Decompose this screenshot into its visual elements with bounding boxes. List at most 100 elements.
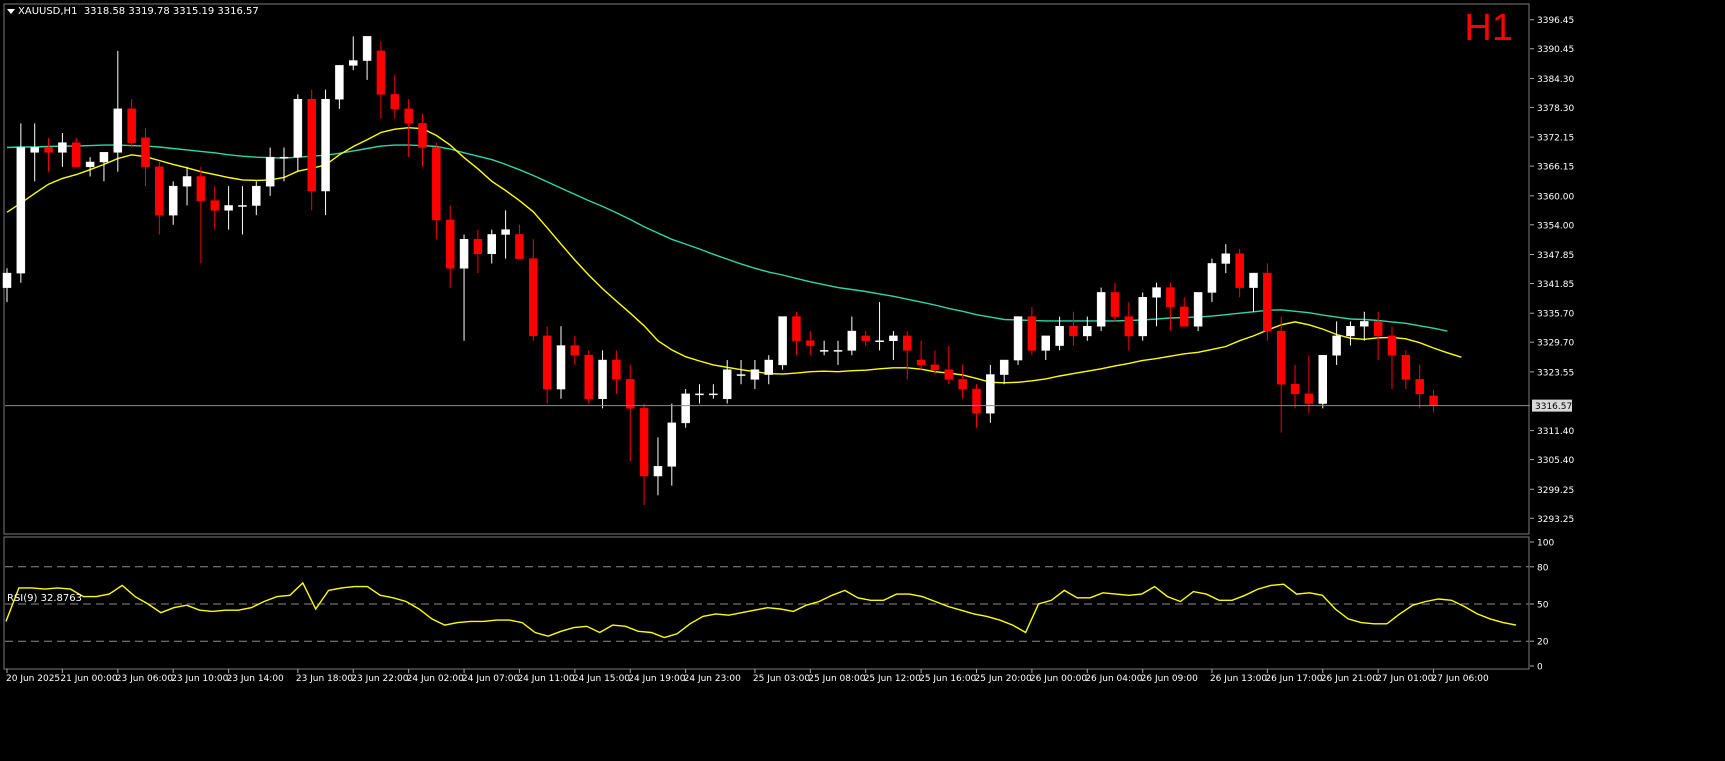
candle — [1055, 316, 1064, 351]
candle — [127, 99, 136, 148]
ma-fast-line — [6, 126, 1462, 384]
candle-body — [556, 345, 566, 390]
candle-body — [1138, 297, 1147, 337]
time-tick-label: 25 Jun 03:00 — [753, 674, 810, 684]
candle — [986, 364, 995, 423]
candle — [72, 137, 81, 168]
candle — [44, 137, 53, 172]
candle — [1373, 311, 1383, 361]
candlestick-series[interactable] — [2, 36, 1438, 505]
collapse-triangle-icon[interactable] — [7, 8, 15, 14]
candle-body — [570, 345, 580, 356]
time-tick-label: 26 Jun 17:00 — [1265, 674, 1322, 684]
time-tick-label: 23 Jun 10:00 — [171, 674, 228, 684]
candle-body — [778, 316, 787, 366]
candle-body — [847, 330, 857, 351]
candle-body — [667, 422, 677, 467]
candle-body — [1180, 306, 1189, 327]
candle-body — [944, 369, 954, 380]
candle — [252, 181, 261, 216]
price-tick-label: 3341.85 — [1537, 280, 1574, 290]
price-tick-label: 3323.55 — [1537, 368, 1574, 378]
time-tick-label: 23 Jun 22:00 — [351, 674, 408, 684]
candle — [570, 335, 580, 365]
time-tick-label: 24 Jun 19:00 — [628, 674, 685, 684]
candle — [279, 147, 289, 182]
candle-body — [875, 340, 884, 342]
candle-body — [695, 393, 704, 396]
candle-body — [404, 108, 413, 124]
candle-body — [418, 123, 427, 148]
time-tick-label: 25 Jun 08:00 — [808, 674, 865, 684]
candle — [501, 210, 510, 259]
candle-body — [1124, 316, 1134, 337]
candle — [2, 268, 12, 303]
candle-body — [792, 316, 801, 341]
candle-body — [1249, 272, 1258, 288]
candle-body — [1207, 263, 1217, 293]
candle-body — [99, 152, 109, 163]
candle — [238, 186, 247, 235]
candle-body — [958, 379, 967, 390]
time-tick-label: 24 Jun 11:00 — [517, 674, 574, 684]
candle — [612, 350, 621, 394]
rsi-series — [5, 581, 1517, 639]
candle — [390, 75, 400, 119]
candle-body — [30, 147, 39, 153]
candle-body — [487, 234, 496, 255]
time-tick-label: 26 Jun 21:00 — [1321, 674, 1378, 684]
candle-body — [432, 147, 441, 221]
price-tick-label: 3390.45 — [1537, 45, 1574, 55]
candle-body — [1166, 287, 1175, 308]
moving-average-slow — [6, 144, 1448, 332]
candle — [736, 360, 746, 385]
candle — [1221, 244, 1231, 274]
time-tick-label: 26 Jun 13:00 — [1210, 674, 1267, 684]
candle-body — [709, 393, 718, 396]
candle — [958, 364, 967, 399]
candle — [750, 360, 760, 390]
candle — [418, 113, 427, 167]
candle-body — [58, 142, 67, 153]
candle — [695, 384, 704, 404]
candle-body — [1318, 354, 1327, 404]
time-tick-label: 20 Jun 2025 — [6, 674, 60, 684]
candle — [1263, 263, 1272, 341]
candle — [764, 355, 773, 385]
candle — [99, 152, 109, 182]
candle — [473, 229, 483, 274]
candle — [1180, 297, 1189, 327]
bid-price-tag — [1532, 399, 1572, 412]
candle-body — [210, 200, 219, 211]
price-tick-label: 3305.40 — [1537, 456, 1574, 466]
candle — [722, 360, 732, 404]
candle — [1138, 292, 1147, 341]
candle — [1290, 364, 1300, 409]
candle-body — [293, 98, 303, 158]
chart-header: XAUUSD,H1 3318.58 3319.78 3315.19 3316.5… — [7, 6, 259, 18]
candle-body — [930, 364, 940, 370]
candle-body — [515, 234, 524, 259]
rsi-tick-label: 80 — [1537, 563, 1549, 573]
candle-body — [1041, 335, 1050, 351]
candle-body — [1110, 292, 1120, 317]
candle-body — [1387, 335, 1397, 356]
candle-body — [1152, 287, 1161, 298]
candle — [1110, 282, 1120, 322]
candle — [321, 89, 330, 216]
candle — [335, 65, 344, 109]
candle-body — [238, 205, 247, 207]
candle — [681, 389, 690, 428]
candle — [875, 302, 884, 351]
candle-body — [612, 359, 621, 380]
candle — [487, 229, 496, 264]
candle-body — [1346, 325, 1355, 337]
time-tick-label: 25 Jun 16:00 — [919, 674, 976, 684]
candle-body — [252, 185, 261, 206]
price-tick-label: 3329.70 — [1537, 339, 1574, 349]
candle — [529, 239, 538, 341]
candle-body — [861, 335, 870, 341]
candle-body — [1235, 253, 1244, 288]
